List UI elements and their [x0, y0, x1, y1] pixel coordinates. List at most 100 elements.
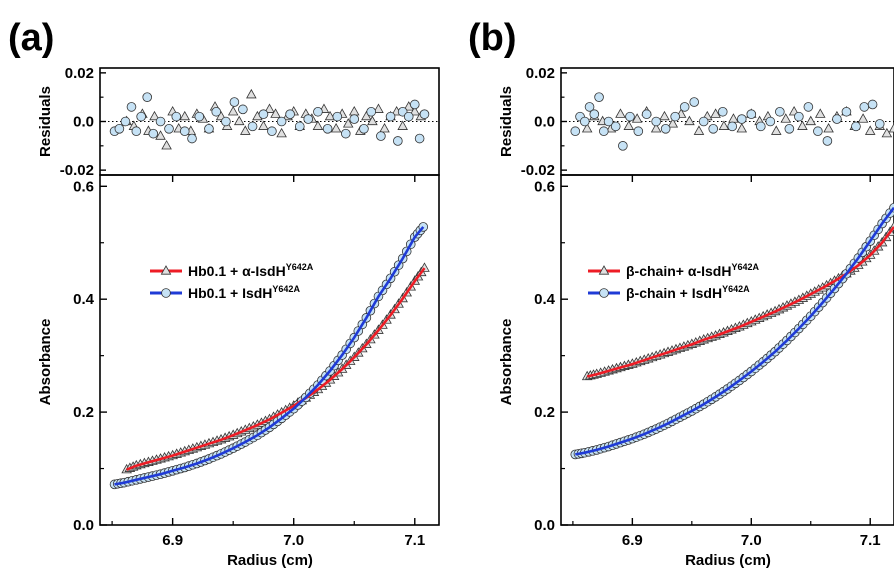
residuals-ytick-label: 0.02 — [65, 65, 94, 82]
residual-point-triangle — [227, 105, 239, 116]
fit-line-0 — [126, 267, 426, 471]
residual-point-circle — [313, 106, 323, 117]
residual-point-circle — [594, 92, 604, 102]
xtick-label: 7.1 — [404, 532, 425, 549]
legend-marker-triangle — [598, 265, 610, 275]
absorbance-ytick-label: 0.0 — [534, 517, 555, 534]
absorbance-ytick-label: 0.6 — [534, 178, 555, 195]
residual-point-circle — [822, 136, 833, 146]
residual-point-triangle — [397, 120, 408, 130]
residual-point-circle — [784, 123, 795, 134]
absorbance-ytick-label: 0.4 — [73, 291, 95, 308]
residual-point-circle — [303, 114, 314, 124]
residual-point-triangle — [667, 118, 679, 128]
residual-point-circle — [164, 123, 174, 134]
xtick-label: 6.9 — [622, 532, 643, 549]
residual-point-triangle — [149, 110, 160, 121]
residual-point-circle — [859, 102, 870, 112]
fit-line-0 — [586, 226, 894, 378]
residual-point-triangle — [264, 103, 275, 113]
residual-point-circle — [708, 123, 719, 134]
residual-point-circle — [746, 109, 757, 120]
residual-point-circle — [267, 126, 277, 137]
residual-point-circle — [211, 106, 222, 117]
residual-point-circle — [670, 111, 680, 122]
residual-point-circle — [114, 123, 125, 134]
residual-point-triangle — [240, 125, 251, 135]
residual-point-triangle — [373, 103, 384, 113]
legend-entry-1: β-chain + IsdHY642A — [626, 284, 750, 301]
xtick-label: 6.9 — [162, 532, 183, 549]
residuals-ytick-label: -0.02 — [60, 162, 94, 179]
residual-point-circle — [570, 126, 581, 137]
residual-point-triangle — [650, 122, 662, 133]
residual-point-circle — [851, 121, 861, 132]
residual-point-circle — [610, 121, 621, 132]
xtick-label: 7.0 — [283, 532, 304, 549]
absorbance-ytick-label: 0.2 — [534, 404, 555, 421]
residual-point-circle — [584, 102, 595, 112]
residual-point-triangle — [258, 120, 269, 130]
residual-point-circle — [603, 116, 614, 127]
residual-point-circle — [832, 114, 842, 124]
residual-point-triangle — [888, 122, 894, 133]
residual-point-circle — [148, 128, 159, 139]
residual-point-circle — [204, 123, 214, 134]
residual-point-triangle — [246, 88, 257, 99]
legend-marker-triangle — [160, 265, 172, 275]
residuals-points — [570, 92, 894, 151]
legend-marker-circle — [161, 288, 171, 298]
residual-point-circle — [765, 116, 776, 127]
legend-superscript: Y642A — [286, 262, 314, 272]
residuals-ylabel: Residuals — [37, 86, 54, 157]
legend-superscript: Y642A — [731, 262, 759, 272]
residual-point-triangle — [623, 120, 635, 130]
residual-point-triangle — [312, 120, 324, 130]
residuals-ytick-label: 0.0 — [73, 114, 94, 131]
residual-point-circle — [276, 116, 287, 127]
residual-point-circle — [689, 97, 699, 107]
residual-point-circle — [599, 126, 609, 137]
legend-entry-1: Hb0.1 + IsdHY642A — [188, 284, 300, 301]
legend: β-chain+ α-IsdHY642A β-chain + IsdHY642A — [588, 262, 759, 301]
residuals-ytick-label: 0.0 — [534, 114, 555, 131]
absorbance-ytick-label: 0.2 — [73, 404, 94, 421]
residual-point-circle — [229, 97, 240, 107]
legend-superscript: Y642A — [272, 284, 300, 294]
residual-point-circle — [813, 126, 823, 137]
residual-point-triangle — [270, 108, 281, 118]
residual-point-circle — [419, 109, 430, 120]
residual-point-circle — [187, 133, 197, 144]
residual-point-circle — [349, 114, 360, 124]
residual-point-circle — [679, 102, 690, 112]
absorbance-frame — [99, 174, 440, 526]
residual-point-circle — [618, 141, 628, 151]
panel-a: 0.02 0.0 -0.02 Residuals 0.0 0.2 0.4 0.6 6.9 7.0 7… — [37, 65, 440, 569]
residual-point-triangle — [155, 130, 166, 140]
absorbance-ytick-label: 0.4 — [534, 291, 556, 308]
absorbance-data — [109, 222, 430, 490]
residual-point-triangle — [348, 105, 360, 116]
residual-point-triangle — [631, 113, 643, 123]
residual-point-circle — [874, 119, 885, 129]
residual-point-triangle — [710, 108, 721, 118]
residual-point-triangle — [330, 122, 342, 133]
residual-point-triangle — [409, 105, 421, 116]
residual-point-circle — [579, 116, 590, 127]
residual-point-triangle — [684, 115, 695, 126]
residual-point-circle — [171, 111, 182, 122]
y-axis-label: Absorbance — [37, 319, 54, 406]
residual-point-triangle — [693, 125, 705, 135]
panel-label-b: (b) — [468, 17, 517, 59]
panel-b: 0.02 0.0 -0.02 Residuals 0.0 0.2 0.4 0.6 6.9 7.0 7… — [498, 65, 894, 569]
residual-point-triangle — [367, 115, 378, 126]
residual-point-circle — [322, 123, 333, 134]
residual-point-circle — [660, 123, 671, 134]
residuals-plot: 0.02 0.0 -0.02 Residuals — [37, 65, 440, 179]
residual-point-circle — [385, 111, 396, 122]
residual-point-triangle — [805, 115, 817, 126]
residual-point-circle — [294, 121, 305, 132]
legend-superscript: Y642A — [722, 284, 750, 294]
residual-point-circle — [803, 102, 814, 112]
